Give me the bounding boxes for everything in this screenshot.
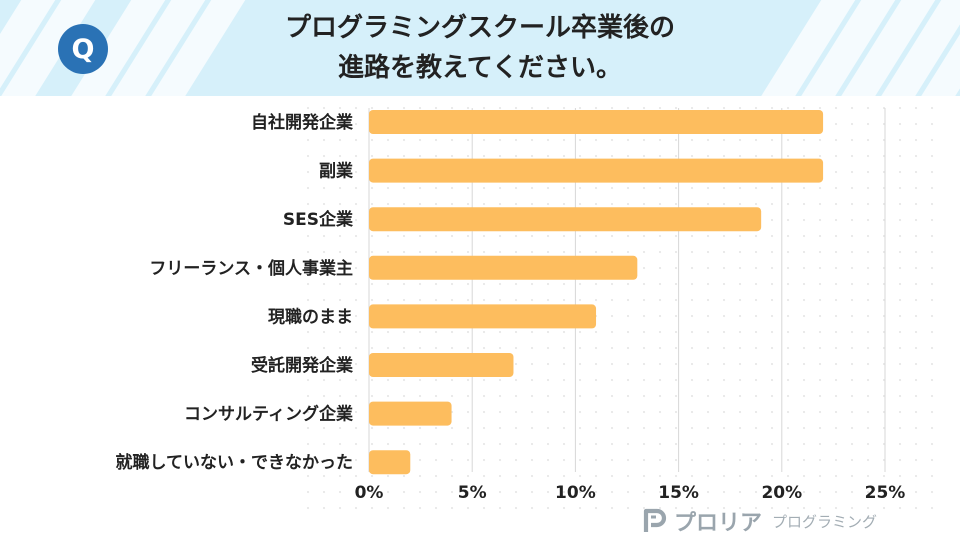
y-category-label: 副業 — [319, 161, 353, 182]
bar — [369, 255, 638, 280]
chart-title-line-1: プログラミングスクール卒業後の — [284, 13, 675, 43]
question-badge-label: Q — [71, 33, 95, 65]
bar — [369, 401, 452, 426]
x-tick-label: 20% — [761, 483, 802, 503]
x-tick-label: 25% — [865, 483, 906, 503]
x-tick-label: 0% — [355, 483, 384, 503]
bar — [369, 158, 824, 183]
bar — [369, 304, 597, 329]
brand-sub: プログラミング — [772, 512, 878, 531]
x-tick-label: 10% — [555, 483, 596, 503]
brand-name: プロリア — [674, 511, 763, 536]
y-category-label: SES企業 — [283, 209, 353, 230]
bar — [369, 110, 824, 134]
chart-title: プログラミングスクール卒業後の 進路を教えてください。 — [200, 6, 760, 90]
bar — [369, 450, 411, 475]
y-category-label: 自社開発企業 — [251, 112, 353, 133]
bar — [369, 207, 762, 232]
x-tick-label: 15% — [658, 483, 699, 503]
chart-title-line-2: 進路を教えてください。 — [338, 53, 622, 83]
bar — [369, 353, 514, 377]
brand-logo: プロリア プログラミング — [642, 504, 877, 538]
y-category-label: コンサルティング企業 — [184, 404, 353, 425]
chart-header: Q プログラミングスクール卒業後の 進路を教えてください。 — [0, 0, 960, 96]
brand-logo-icon — [643, 508, 667, 532]
y-category-label: 現職のまま — [268, 306, 353, 327]
x-tick-label: 5% — [458, 483, 487, 503]
y-category-label: 就職していない・できなかった — [116, 452, 354, 473]
y-category-label: 受託開発企業 — [251, 355, 353, 376]
question-badge-icon: Q — [58, 24, 108, 74]
y-category-label: フリーランス・個人事業主 — [149, 258, 353, 279]
